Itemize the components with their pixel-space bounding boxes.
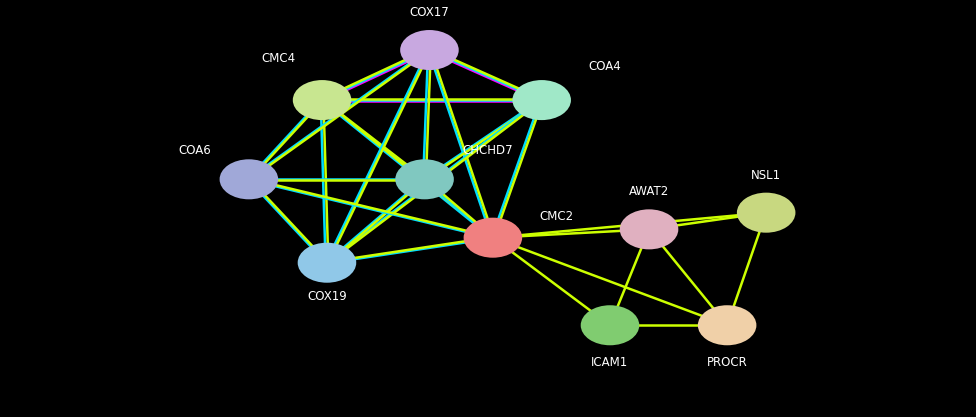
Ellipse shape bbox=[298, 243, 356, 283]
Ellipse shape bbox=[293, 80, 351, 120]
Text: NSL1: NSL1 bbox=[752, 168, 781, 182]
Ellipse shape bbox=[737, 193, 795, 233]
Text: COX19: COX19 bbox=[307, 289, 346, 303]
Ellipse shape bbox=[581, 305, 639, 345]
Ellipse shape bbox=[698, 305, 756, 345]
Text: ICAM1: ICAM1 bbox=[591, 356, 629, 369]
Ellipse shape bbox=[620, 209, 678, 249]
Text: CHCHD7: CHCHD7 bbox=[463, 143, 513, 157]
Ellipse shape bbox=[220, 159, 278, 199]
Text: COA4: COA4 bbox=[589, 60, 622, 73]
Ellipse shape bbox=[395, 159, 454, 199]
Ellipse shape bbox=[400, 30, 459, 70]
Text: AWAT2: AWAT2 bbox=[629, 185, 670, 198]
Text: COA6: COA6 bbox=[179, 143, 212, 157]
Text: CMC2: CMC2 bbox=[540, 210, 573, 224]
Text: COX17: COX17 bbox=[410, 6, 449, 19]
Ellipse shape bbox=[464, 218, 522, 258]
Text: PROCR: PROCR bbox=[707, 356, 748, 369]
Ellipse shape bbox=[512, 80, 571, 120]
Text: CMC4: CMC4 bbox=[262, 52, 295, 65]
